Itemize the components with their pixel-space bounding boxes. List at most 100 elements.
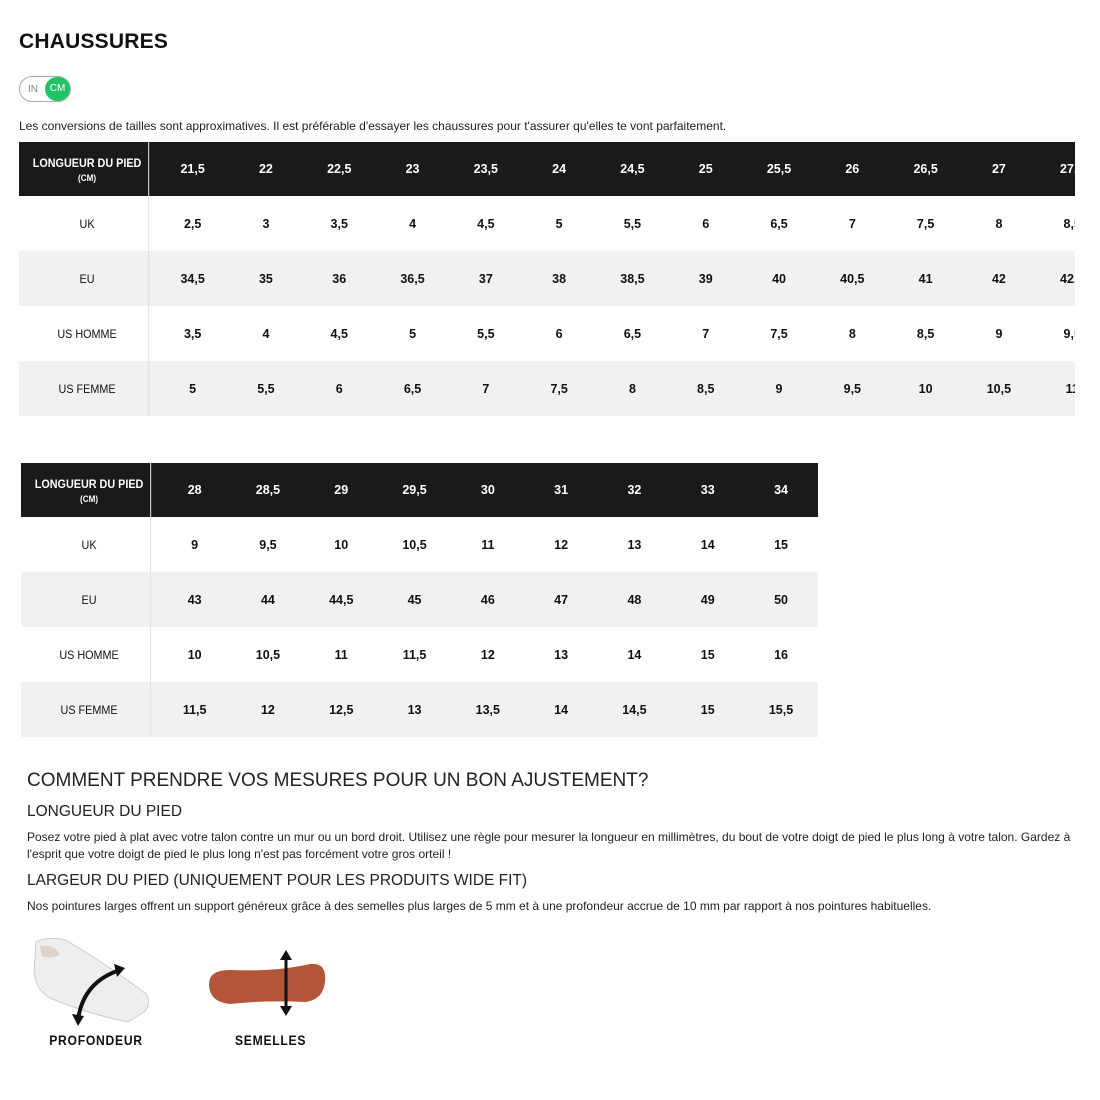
unit-cm-option[interactable]: CM [45, 77, 70, 101]
shoe-depth-icon [28, 932, 153, 1027]
size-cell: 15 [700, 702, 715, 717]
header-unit: (CM) [78, 172, 97, 183]
size-cell: 5 [189, 381, 197, 396]
size-cell: 10 [918, 381, 933, 396]
size-cell: 4 [262, 326, 270, 341]
size-cell: 8 [995, 216, 1003, 231]
size-cell: 12 [260, 702, 275, 717]
size-cell: 5 [555, 216, 563, 231]
size-cell: 4,5 [330, 326, 348, 341]
size-cell: 8,5 [697, 381, 715, 396]
size-table-2: LONGUEUR DU PIED (CM) 28 28,5 29 29,5 30 31 32 3… [21, 463, 818, 737]
size-cell: 50 [774, 592, 788, 607]
row-label: EU [26, 251, 150, 306]
size-cell: 16 [774, 647, 788, 662]
column-header: 23,5 [473, 162, 498, 176]
column-header: 34 [774, 483, 788, 497]
column-header: 32 [627, 483, 642, 497]
row-label: UK [26, 196, 150, 251]
row-label: US FEMME [28, 682, 152, 737]
column-header: 26,5 [913, 162, 938, 176]
column-header: 29 [334, 483, 349, 497]
column-header: 21,5 [180, 162, 205, 176]
size-cell: 6,5 [623, 326, 642, 341]
size-cell: 14 [554, 702, 569, 717]
size-cell: 13 [627, 537, 642, 552]
size-cell: 9 [191, 537, 199, 552]
unit-in-option[interactable]: IN [28, 84, 38, 95]
column-header: 29,5 [402, 483, 427, 497]
size-cell: 15,5 [768, 702, 794, 717]
size-cell: 9 [775, 381, 783, 396]
table-row: US FEMME 11,5 12 12,5 13 13,5 14 14,5 15 15,5 [21, 682, 818, 737]
table-row: US HOMME 3,5 4 4,5 5 5,5 6 6,5 7 7,5 8 8,5 9 9,5 [19, 306, 1075, 361]
row-label: US HOMME [28, 627, 152, 682]
size-cell: 13 [407, 702, 422, 717]
size-cell: 36 [332, 271, 347, 286]
size-cell: 48 [627, 592, 642, 607]
column-header: 31 [554, 483, 569, 497]
row-label: US HOMME [26, 306, 150, 361]
row-label: US FEMME [26, 361, 150, 416]
size-cell: 5 [409, 326, 417, 341]
column-header: 24 [552, 162, 567, 176]
size-cell: 6 [555, 326, 563, 341]
size-cell: 12 [554, 537, 569, 552]
semelles-caption: SEMELLES [234, 1033, 307, 1048]
size-cell: 44 [260, 592, 275, 607]
size-cell: 10,5 [986, 381, 1012, 396]
size-cell: 47 [554, 592, 569, 607]
table-row: EU 43 44 44,5 45 46 47 48 49 50 [21, 572, 818, 627]
row-label: EU [28, 572, 152, 627]
size-cell: 8,5 [916, 326, 935, 341]
size-cell: 8,5 [1063, 216, 1075, 231]
width-title: LARGEUR DU PIED (UNIQUEMENT POUR LES PRO… [27, 872, 528, 889]
size-cell: 11,5 [402, 647, 427, 662]
guide-title: COMMENT PRENDRE VOS MESURES POUR UN BON … [27, 770, 649, 791]
size-cell: 14,5 [622, 702, 647, 717]
table-header-row: LONGUEUR DU PIED (CM) 28 28,5 29 29,5 30 31 32 3… [21, 463, 818, 517]
column-header: 25,5 [766, 162, 792, 176]
size-cell: 34,5 [180, 271, 205, 286]
size-cell: 12 [480, 647, 495, 662]
size-cell: 5,5 [257, 381, 275, 396]
size-cell: 8 [848, 326, 856, 341]
header-label: LONGUEUR DU PIED [32, 155, 142, 170]
size-cell: 7 [482, 381, 490, 396]
size-cell: 46 [480, 592, 495, 607]
table-header-row: LONGUEUR DU PIED (CM) 21,5 22 22,5 23 23,5 24 2… [19, 142, 1075, 196]
column-header: 25 [698, 162, 713, 176]
size-cell: 4 [409, 216, 417, 231]
size-cell: 11 [334, 647, 348, 662]
size-cell: 42 [991, 271, 1006, 286]
column-header: 27,5 [1060, 162, 1075, 176]
header-label: LONGUEUR DU PIED [34, 476, 144, 491]
size-cell: 7 [702, 326, 710, 341]
unit-toggle[interactable]: IN CM [19, 76, 71, 102]
size-cell: 40 [772, 271, 786, 286]
size-cell: 39 [698, 271, 713, 286]
size-table-1: LONGUEUR DU PIED (CM) 21,5 22 22,5 23 23,5 24 2… [19, 142, 1075, 416]
size-cell: 40,5 [840, 271, 865, 286]
sole-width-icon [205, 950, 330, 1020]
size-cell: 6 [335, 381, 343, 396]
table-row: US FEMME 5 5,5 6 6,5 7 7,5 8 8,5 9 9,5 10 10,5 11 [19, 361, 1075, 416]
size-cell: 45 [407, 592, 422, 607]
size-cell: 35 [258, 271, 273, 286]
column-header: 27 [991, 162, 1006, 176]
size-cell: 13 [554, 647, 569, 662]
size-cell: 9,5 [259, 537, 277, 552]
column-header: 24,5 [620, 162, 645, 176]
size-cell: 36,5 [400, 271, 425, 286]
size-cell: 5,5 [623, 216, 642, 231]
size-cell: 15 [774, 537, 788, 552]
column-header: 22 [258, 162, 273, 176]
size-cell: 7,5 [770, 326, 788, 341]
size-cell: 8 [628, 381, 636, 396]
size-cell: 11 [1065, 381, 1075, 396]
size-cell: 49 [700, 592, 715, 607]
size-cell: 37 [478, 271, 493, 286]
size-cell: 13,5 [475, 702, 500, 717]
length-text: Posez votre pied à plat avec votre talon… [27, 830, 1071, 861]
size-cell: 43 [187, 592, 202, 607]
